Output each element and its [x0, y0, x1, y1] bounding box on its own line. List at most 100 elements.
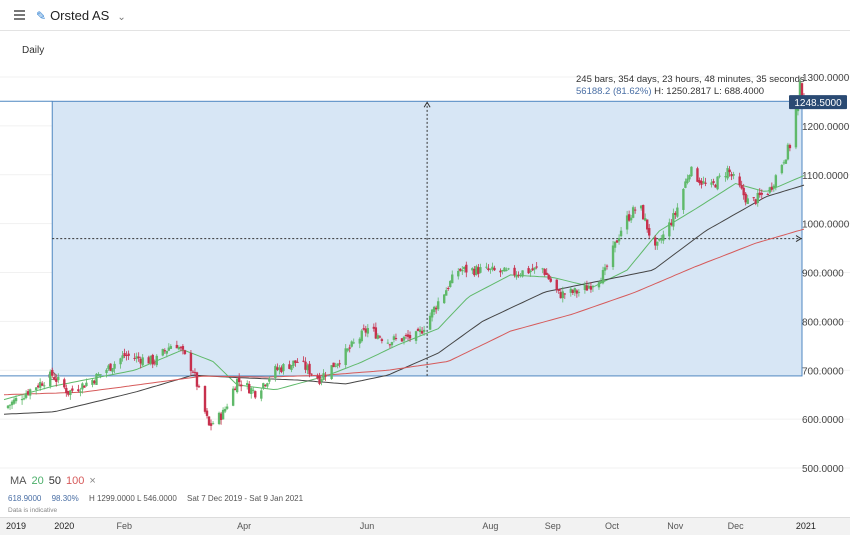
candle — [499, 268, 502, 277]
candle — [465, 261, 468, 278]
ma100-legend[interactable]: 100 — [66, 475, 85, 487]
candle — [111, 367, 114, 375]
candle — [660, 235, 663, 244]
pencil-icon[interactable]: ✎ — [36, 9, 47, 23]
candle — [344, 343, 347, 369]
symbol-selector[interactable]: ✎ Orsted AS ⌄ — [36, 8, 126, 23]
candle — [619, 227, 623, 238]
candle — [324, 371, 327, 381]
candle — [447, 286, 450, 291]
measure-selection[interactable] — [0, 100, 803, 380]
candle — [167, 343, 171, 352]
candle — [91, 378, 94, 388]
candle — [420, 327, 424, 335]
candle — [107, 364, 110, 371]
candle — [742, 183, 745, 200]
candle — [294, 360, 297, 367]
candle — [611, 240, 615, 270]
candle — [386, 339, 390, 344]
candle — [601, 266, 605, 285]
candle — [203, 385, 207, 414]
candle — [505, 267, 508, 272]
menu-icon[interactable] — [14, 10, 25, 20]
candle — [577, 289, 581, 297]
candle — [402, 335, 406, 345]
candle — [457, 268, 460, 280]
candle — [99, 374, 102, 379]
candle — [378, 335, 382, 339]
candle — [205, 408, 209, 419]
candle — [177, 345, 181, 351]
candle — [672, 208, 675, 231]
candle — [451, 270, 454, 284]
candle — [308, 361, 311, 378]
candle — [704, 177, 707, 187]
candle — [428, 312, 432, 331]
candle — [641, 204, 645, 220]
candle — [85, 378, 88, 387]
x-axis: 2019 2020 Feb Apr Jun Aug Sep Oct Nov Dec 2021 — [0, 517, 850, 535]
ma50-legend[interactable]: 50 — [48, 475, 61, 487]
candle — [55, 374, 58, 387]
candle — [732, 171, 735, 180]
candle — [573, 287, 577, 297]
candle — [724, 172, 727, 182]
candle — [436, 297, 440, 311]
chevron-down-icon[interactable]: ⌄ — [117, 12, 126, 23]
candle — [710, 178, 713, 188]
candle — [463, 266, 466, 273]
candle — [133, 353, 136, 361]
x-tick-label: Oct — [604, 521, 619, 531]
x-tick-label: Aug — [482, 521, 499, 531]
candle — [772, 184, 776, 192]
data-indicative-note: Data is indicative — [8, 507, 58, 514]
candle — [599, 277, 603, 284]
candle — [183, 349, 187, 355]
candle — [800, 82, 804, 98]
candle — [493, 265, 496, 272]
candle — [195, 371, 199, 391]
candle — [252, 386, 255, 394]
price-chart[interactable]: 1300.0000 1200.0000 1100.0000 1000.0000 900.… — [0, 30, 850, 517]
candle — [336, 363, 339, 369]
candle — [591, 284, 595, 292]
candle — [282, 363, 285, 375]
remove-ma-icon[interactable]: × — [89, 475, 96, 487]
ma20-legend[interactable]: 20 — [31, 475, 44, 487]
candle — [432, 305, 436, 316]
candle — [633, 206, 637, 214]
interval-label: Daily — [22, 45, 45, 56]
candle — [262, 382, 265, 390]
candle — [77, 384, 80, 393]
candle — [6, 405, 10, 410]
candle — [38, 378, 42, 391]
candle — [758, 188, 761, 198]
candle — [250, 386, 253, 399]
candle — [292, 360, 295, 369]
candle — [239, 380, 243, 392]
candle — [658, 238, 661, 242]
candle — [718, 173, 721, 179]
candle — [217, 411, 221, 426]
candle — [744, 192, 747, 206]
candle — [752, 197, 755, 202]
candle — [233, 386, 237, 391]
candle — [49, 369, 52, 389]
candle — [547, 273, 550, 280]
candle — [67, 390, 70, 397]
candle — [322, 369, 325, 381]
candle — [527, 265, 530, 275]
candle — [503, 267, 506, 272]
x-tick-label: Jun — [359, 521, 375, 531]
chart-toolbar: ✎ Orsted AS ⌄ — [0, 0, 850, 31]
candle — [388, 343, 392, 349]
candle — [237, 373, 241, 387]
arrow-right-icon — [795, 235, 802, 243]
candle — [756, 189, 759, 207]
candle — [521, 270, 524, 278]
candle — [364, 325, 368, 337]
candle — [414, 330, 418, 344]
candle — [569, 286, 573, 297]
candle — [20, 394, 24, 405]
y-tick-label: 500.0000 — [802, 464, 844, 475]
